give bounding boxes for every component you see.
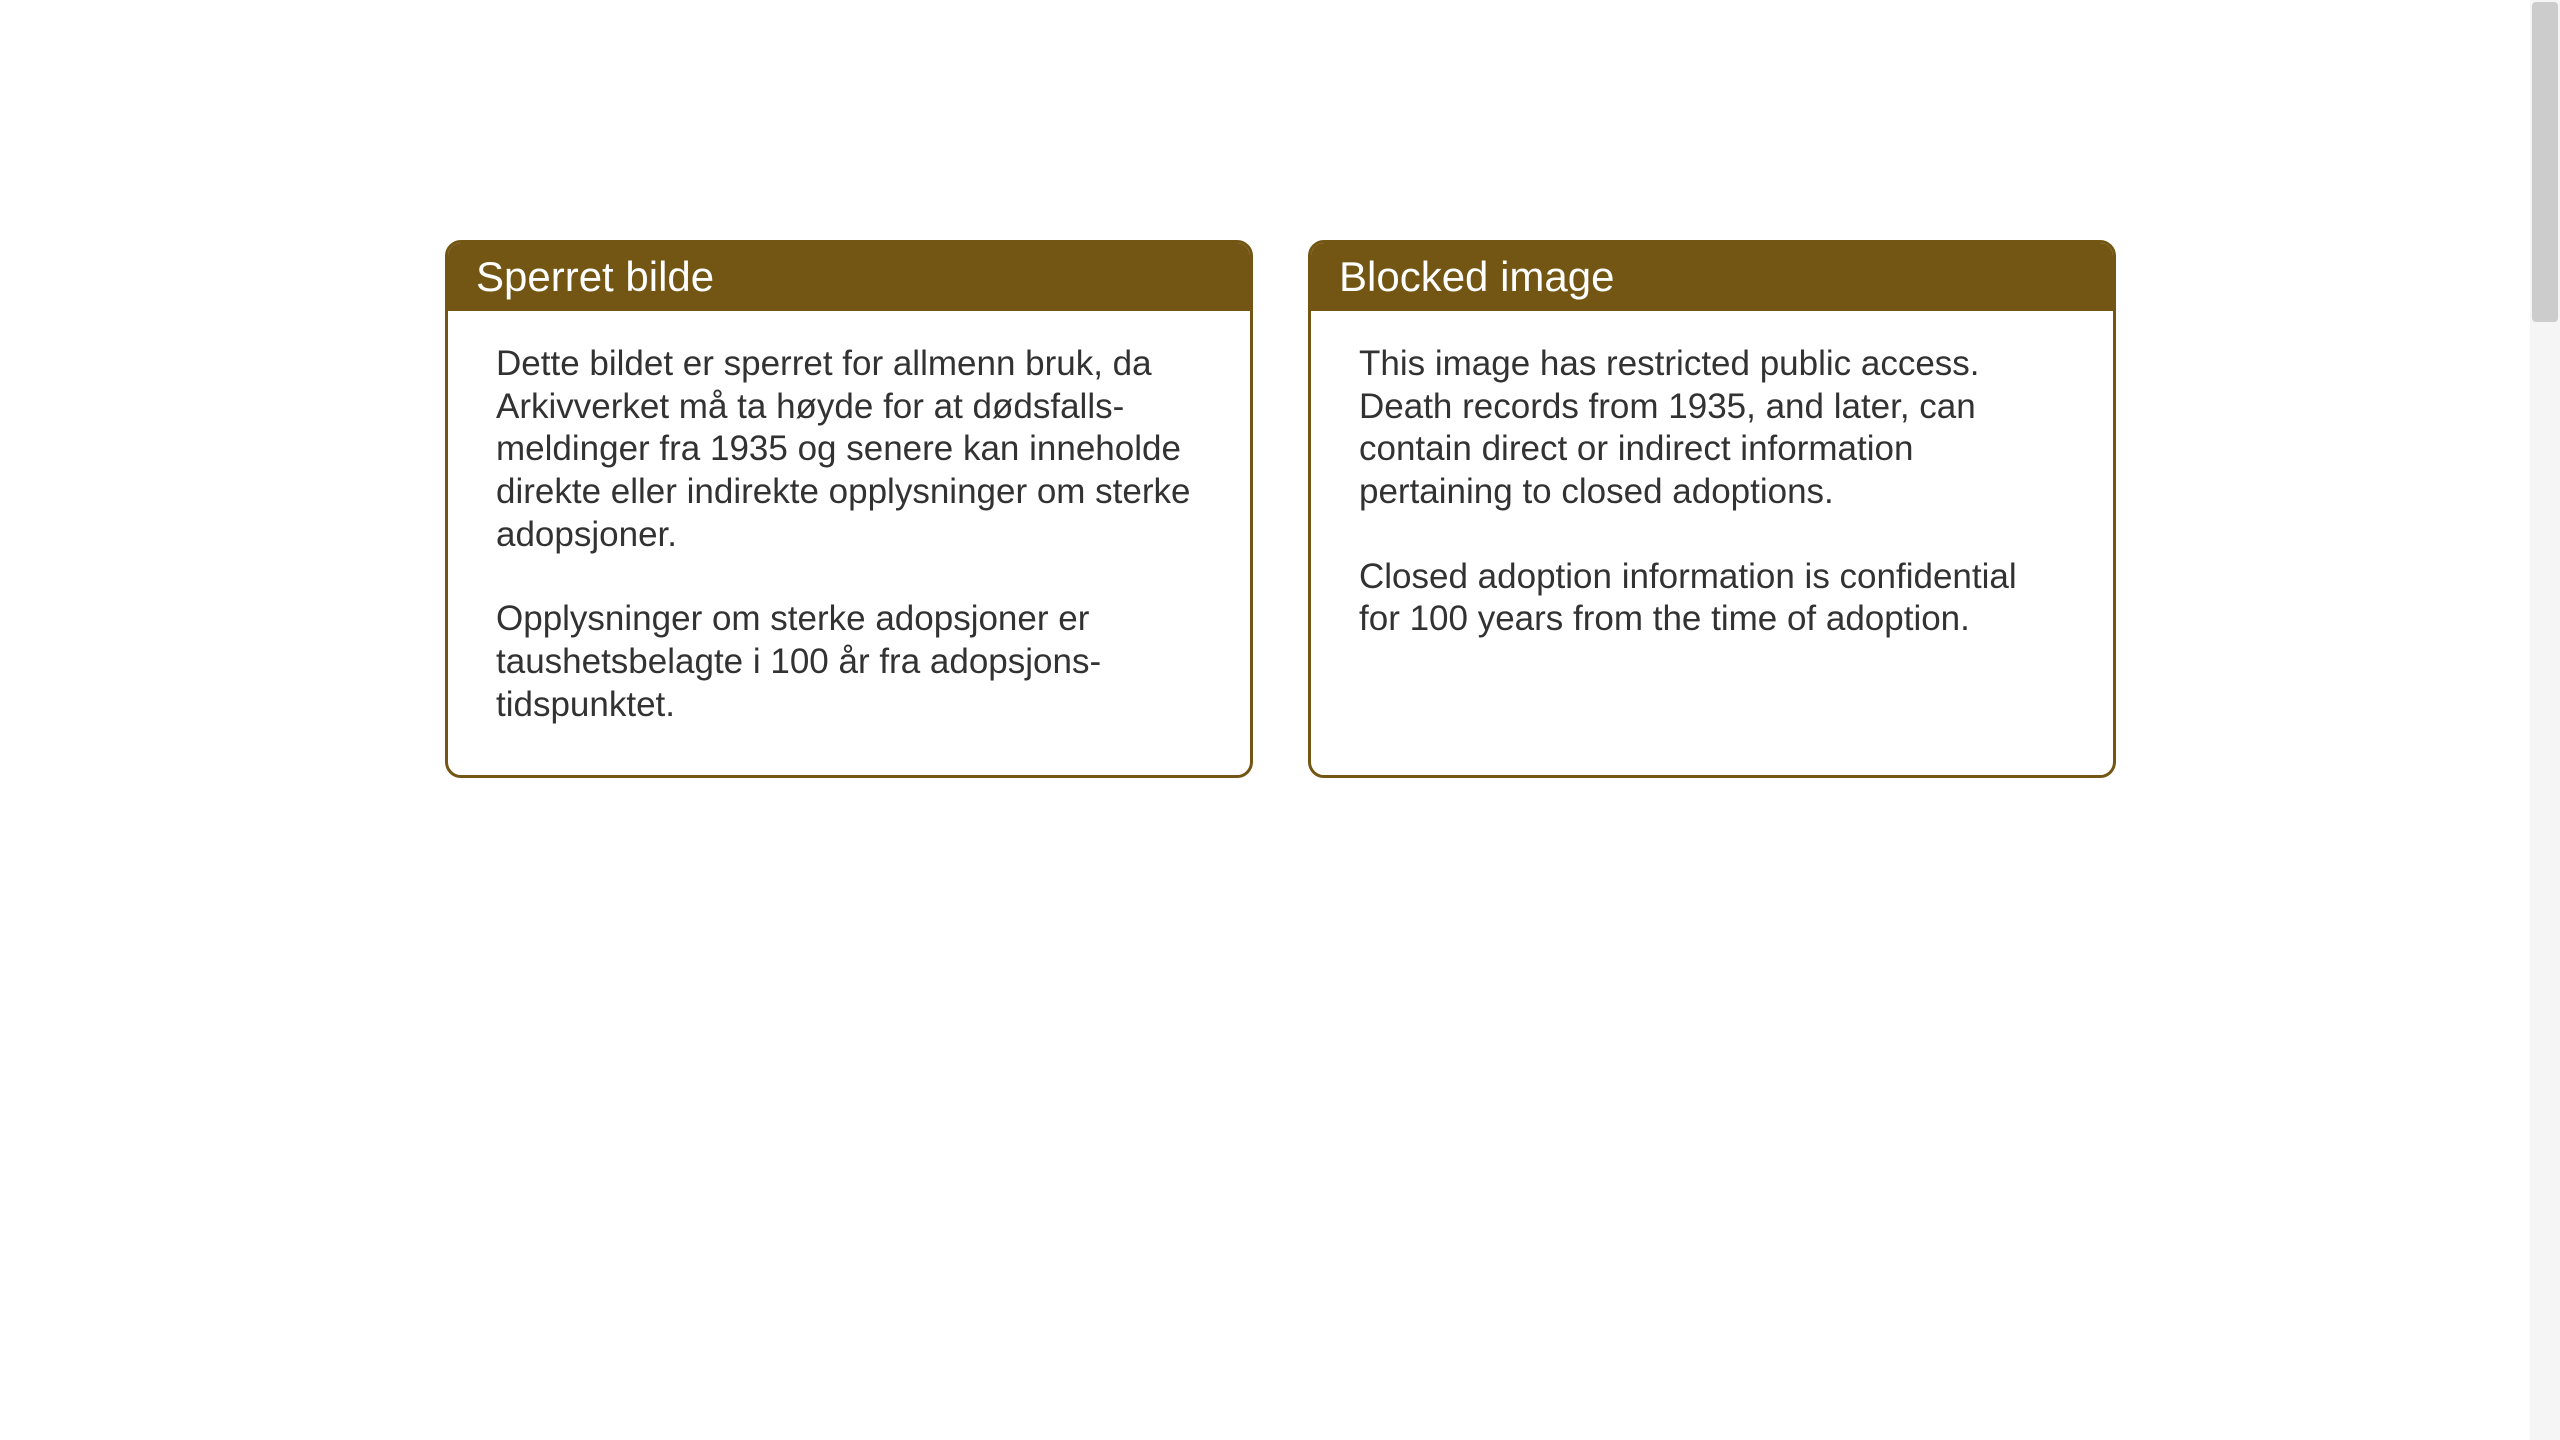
- paragraph-norwegian-1: Dette bildet er sperret for allmenn bruk…: [496, 343, 1202, 556]
- card-title-english: Blocked image: [1339, 253, 1614, 300]
- scrollbar-thumb[interactable]: [2532, 2, 2558, 322]
- card-body-english: This image has restricted public access.…: [1311, 311, 2113, 689]
- card-header-norwegian: Sperret bilde: [448, 243, 1250, 311]
- paragraph-english-1: This image has restricted public access.…: [1359, 343, 2065, 514]
- scrollbar-track[interactable]: [2530, 0, 2560, 1440]
- paragraph-english-2: Closed adoption information is confident…: [1359, 556, 2065, 641]
- card-header-english: Blocked image: [1311, 243, 2113, 311]
- paragraph-norwegian-2: Opplysninger om sterke adopsjoner er tau…: [496, 598, 1202, 726]
- card-title-norwegian: Sperret bilde: [476, 253, 714, 300]
- cards-container: Sperret bilde Dette bildet er sperret fo…: [445, 240, 2116, 778]
- card-norwegian: Sperret bilde Dette bildet er sperret fo…: [445, 240, 1253, 778]
- card-english: Blocked image This image has restricted …: [1308, 240, 2116, 778]
- card-body-norwegian: Dette bildet er sperret for allmenn bruk…: [448, 311, 1250, 775]
